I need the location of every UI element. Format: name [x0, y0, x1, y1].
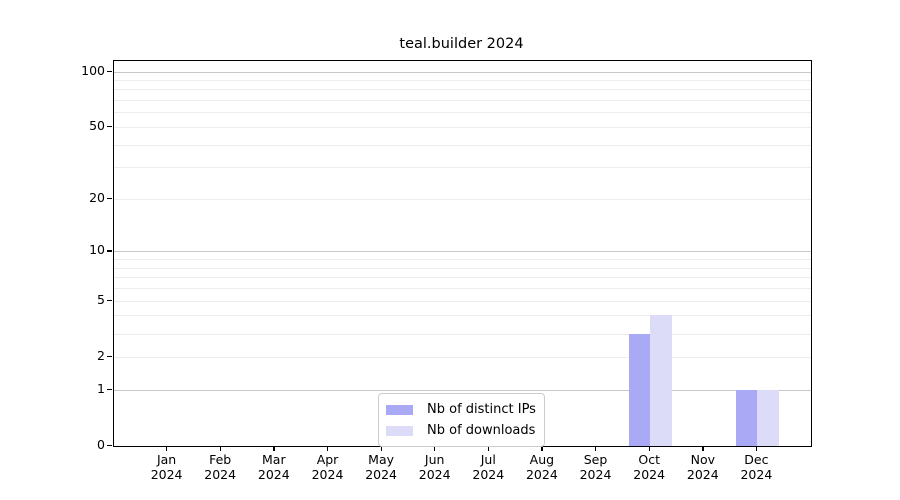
y-tick-mark — [107, 198, 112, 200]
minor-gridline — [114, 80, 811, 81]
x-tick-label-feb: Feb 2024 — [190, 452, 250, 482]
x-tick-mark — [434, 446, 436, 451]
x-tick-month: Sep — [583, 452, 608, 467]
x-tick-label-dec: Dec 2024 — [726, 452, 786, 482]
minor-gridline — [114, 144, 811, 146]
x-tick-mark — [380, 446, 382, 451]
x-tick-month: Jul — [480, 452, 496, 467]
y-tick-mark — [107, 388, 112, 391]
minor-gridline — [114, 112, 811, 114]
y-tick-label: 1 — [97, 380, 105, 396]
x-tick-year: 2024 — [740, 467, 773, 482]
y-tick-label: 20 — [89, 190, 105, 205]
x-tick-month: Jun — [424, 452, 445, 467]
y-tick-mark — [107, 250, 112, 252]
legend-item-nb-of-downloads: Nb of downloads — [386, 420, 536, 441]
y-tick-label: 0 — [97, 437, 105, 452]
x-tick-year: 2024 — [311, 467, 344, 482]
x-tick-year: 2024 — [204, 467, 237, 482]
x-tick-label-jan: Jan 2024 — [137, 452, 197, 482]
x-tick-year: 2024 — [579, 467, 612, 482]
legend: Nb of distinct IPs Nb of downloads — [378, 393, 545, 447]
x-tick-month: Dec — [744, 452, 769, 467]
minor-gridline — [114, 100, 811, 102]
x-tick-mark — [755, 446, 758, 451]
x-tick-month: Mar — [262, 452, 286, 467]
major-gridline — [114, 389, 811, 391]
x-tick-mark — [648, 446, 650, 451]
y-tick-label: 100 — [81, 62, 105, 78]
y-tick-mark — [107, 355, 112, 358]
x-tick-year: 2024 — [472, 467, 505, 482]
y-tick-label: 5 — [97, 291, 105, 307]
minor-gridline — [114, 300, 811, 302]
x-tick-year: 2024 — [525, 467, 558, 482]
minor-gridline — [114, 277, 811, 279]
legend-swatch — [386, 425, 413, 436]
minor-gridline — [114, 288, 811, 290]
x-tick-mark — [541, 446, 543, 451]
minor-gridline — [114, 333, 811, 335]
x-tick-year: 2024 — [418, 467, 451, 482]
x-tick-label-apr: Apr 2024 — [298, 452, 358, 482]
minor-gridline — [114, 167, 811, 169]
x-tick-year: 2024 — [150, 467, 183, 482]
y-tick-label: 2 — [97, 347, 105, 363]
y-tick-label: 50 — [89, 118, 105, 133]
x-tick-year: 2024 — [365, 467, 397, 482]
x-tick-month: Apr — [316, 452, 339, 467]
legend-swatch — [386, 404, 413, 415]
bar-nb-of-downloads-oct — [650, 315, 672, 446]
bar-nb-of-distinct-ips-dec — [735, 389, 758, 446]
x-tick-mark — [273, 446, 275, 451]
y-tick-mark — [107, 445, 112, 447]
x-tick-label-aug: Aug 2024 — [512, 452, 572, 482]
x-tick-mark — [487, 446, 490, 451]
x-tick-month: Aug — [529, 452, 555, 467]
minor-gridline — [114, 127, 811, 128]
minor-gridline — [114, 267, 811, 269]
minor-gridline — [114, 89, 811, 91]
legend-label: Nb of downloads — [427, 423, 536, 438]
x-tick-label-mar: Mar 2024 — [244, 452, 304, 482]
x-tick-year: 2024 — [686, 467, 719, 482]
x-tick-month: Oct — [638, 452, 660, 467]
x-tick-label-jul: Jul 2024 — [458, 452, 518, 482]
y-tick-label: 10 — [89, 242, 105, 258]
minor-gridline — [114, 315, 811, 317]
plot-area — [113, 60, 812, 447]
major-gridline — [114, 251, 811, 253]
legend-item-nb-of-distinct-ips: Nb of distinct IPs — [386, 399, 536, 420]
x-tick-label-sep: Sep 2024 — [566, 452, 626, 482]
x-tick-mark — [702, 446, 704, 451]
x-tick-month: Feb — [209, 452, 232, 467]
chart-title: teal.builder 2024 — [399, 36, 524, 52]
minor-gridline — [114, 199, 811, 200]
minor-gridline — [114, 356, 811, 358]
minor-gridline — [114, 259, 811, 261]
x-tick-year: 2024 — [257, 467, 290, 482]
x-tick-month: Jan — [156, 452, 177, 467]
major-gridline — [114, 71, 811, 73]
y-tick-mark — [107, 126, 112, 128]
x-tick-year: 2024 — [633, 467, 666, 482]
x-tick-mark — [166, 446, 168, 451]
x-tick-label-nov: Nov 2024 — [673, 452, 733, 482]
x-tick-month: Nov — [690, 452, 715, 467]
x-tick-label-jun: Jun 2024 — [405, 452, 465, 482]
y-tick-mark — [107, 70, 112, 72]
bar-nb-of-distinct-ips-oct — [628, 333, 651, 446]
x-tick-month: May — [368, 452, 395, 467]
x-tick-mark — [595, 446, 597, 451]
x-tick-mark — [327, 446, 329, 451]
bar-nb-of-downloads-dec — [757, 389, 779, 446]
y-tick-mark — [107, 299, 112, 301]
x-tick-label-may: May 2024 — [351, 452, 411, 482]
x-tick-mark — [219, 446, 221, 451]
legend-label: Nb of distinct IPs — [427, 402, 536, 417]
x-tick-label-oct: Oct 2024 — [619, 452, 679, 482]
